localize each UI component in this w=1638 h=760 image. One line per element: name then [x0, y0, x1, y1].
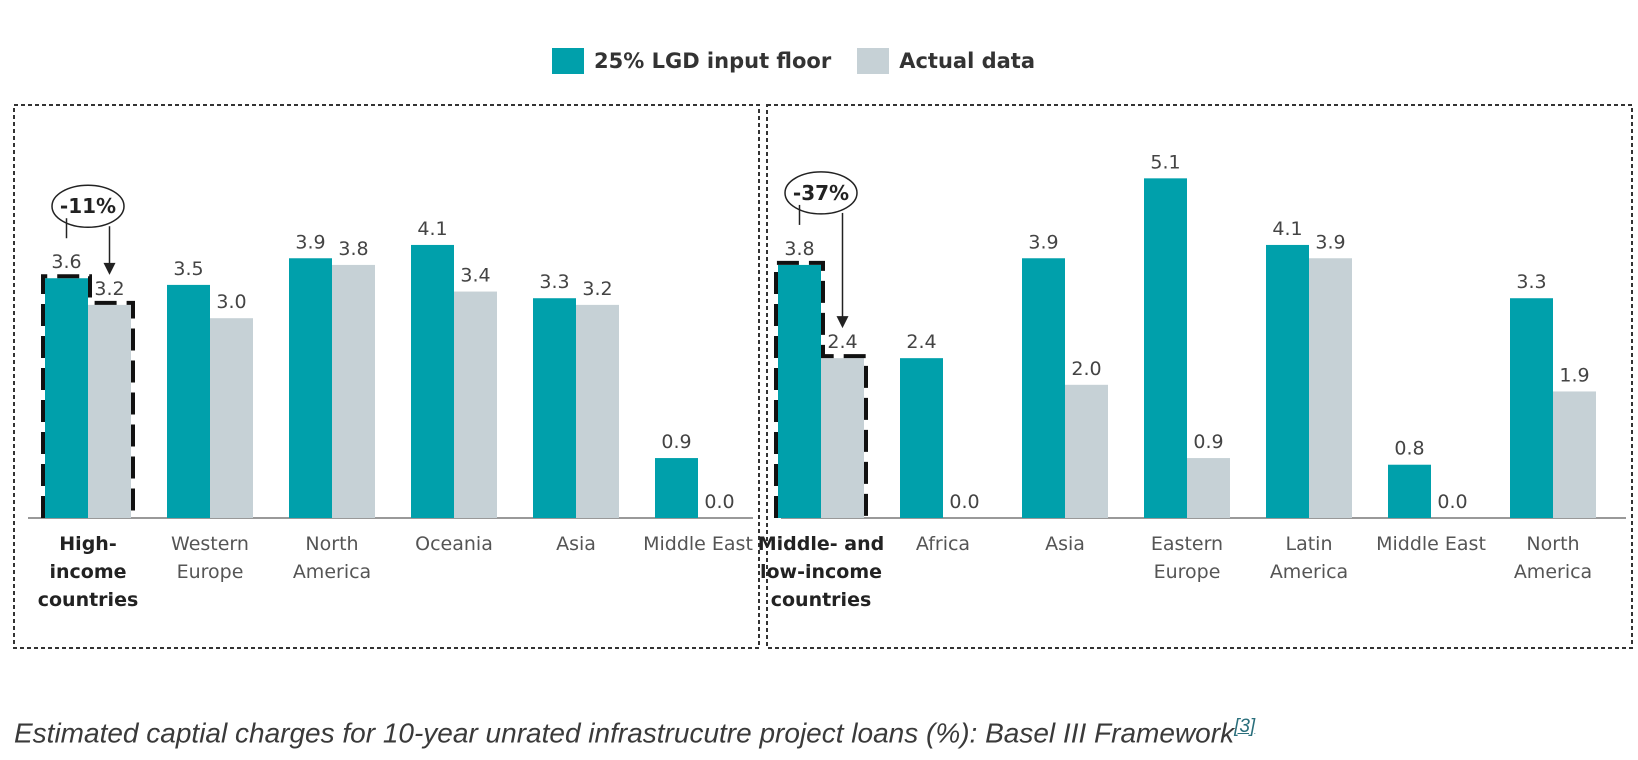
annotation-bubble-middle-low-income: [784, 171, 858, 215]
legend-swatch-actual: [857, 48, 890, 74]
category-label-high-income-5: Middle East: [643, 533, 753, 555]
bar-middle-low-income-3-floor: [1144, 178, 1187, 518]
category-label-high-income-1: Western Europe: [171, 533, 249, 583]
bar-high-income-0-floor: [45, 278, 88, 518]
data-label-middle-low-income-4-floor: 4.1: [1272, 218, 1302, 240]
data-label-middle-low-income-4-actual: 3.9: [1315, 231, 1345, 253]
bar-middle-low-income-0-actual: [821, 358, 864, 518]
bar-high-income-2-floor: [289, 258, 332, 518]
chart-canvas: 3.6 3.2 High-income countries 3.5 3.0 Western E…: [13, 104, 1633, 649]
panel-frame-middle-low-income: [766, 104, 1633, 649]
data-label-middle-low-income-2-actual: 2.0: [1071, 358, 1101, 380]
bar-middle-low-income-0-floor: [778, 264, 821, 518]
caption-reference-link[interactable]: [3]: [1234, 716, 1256, 737]
data-label-middle-low-income-6-floor: 3.3: [1516, 271, 1546, 293]
data-label-middle-low-income-2-floor: 3.9: [1028, 231, 1058, 253]
bar-high-income-3-floor: [411, 244, 454, 518]
data-label-high-income-1-actual: 3.0: [216, 291, 246, 313]
bar-middle-low-income-3-actual: [1187, 458, 1230, 518]
data-label-high-income-1-floor: 3.5: [173, 258, 203, 280]
category-label-high-income-2: North America: [293, 533, 371, 583]
data-label-middle-low-income-3-floor: 5.1: [1150, 151, 1180, 173]
category-label-middle-low-income-0: Middle- and low-income countries: [758, 533, 884, 611]
bar-middle-low-income-2-actual: [1065, 384, 1108, 518]
annotation-label-middle-low-income: -37%: [793, 181, 849, 205]
data-label-middle-low-income-3-actual: 0.9: [1193, 431, 1223, 453]
category-label-middle-low-income-1: Africa: [916, 533, 970, 555]
bar-high-income-4-floor: [533, 298, 576, 518]
annotation-label-high-income: -11%: [60, 194, 116, 218]
data-label-middle-low-income-1-floor: 2.4: [906, 331, 936, 353]
bar-middle-low-income-4-actual: [1309, 258, 1352, 518]
data-label-high-income-4-floor: 3.3: [539, 271, 569, 293]
bar-high-income-5-floor: [655, 458, 698, 518]
legend-item-actual: Actual data: [857, 48, 1035, 74]
data-label-middle-low-income-5-floor: 0.8: [1394, 438, 1424, 460]
data-label-high-income-3-actual: 3.4: [460, 265, 490, 287]
data-label-high-income-2-actual: 3.8: [338, 238, 368, 260]
bar-high-income-0-actual: [88, 304, 131, 518]
legend-label-floor: 25% LGD input floor: [594, 49, 832, 73]
category-label-high-income-3: Oceania: [415, 533, 493, 555]
legend-label-actual: Actual data: [899, 49, 1035, 73]
caption-text: Estimated captial charges for 10-year un…: [14, 717, 1235, 749]
data-label-high-income-0-actual: 3.2: [94, 278, 124, 300]
data-label-high-income-5-actual: 0.0: [704, 491, 734, 513]
annotation-bubble-high-income: [51, 184, 125, 228]
bar-high-income-4-actual: [576, 304, 619, 518]
highlight-box-middle-low-income: [774, 260, 868, 518]
data-label-middle-low-income-1-actual: 0.0: [949, 491, 979, 513]
bar-middle-low-income-6-floor: [1510, 298, 1553, 518]
bar-middle-low-income-1-floor: [900, 358, 943, 518]
figure-caption: Estimated captial charges for 10-year un…: [14, 716, 1255, 749]
annotation-arrow-head-high-income: [103, 262, 116, 275]
bar-high-income-1-floor: [167, 284, 210, 518]
category-label-middle-low-income-4: Latin America: [1270, 533, 1348, 583]
bar-middle-low-income-6-actual: [1553, 391, 1596, 518]
data-label-middle-low-income-0-actual: 2.4: [827, 331, 857, 353]
panel-frame-high-income: [13, 104, 760, 649]
data-label-high-income-0-floor: 3.6: [51, 251, 81, 273]
bar-middle-low-income-4-floor: [1266, 244, 1309, 518]
category-label-high-income-0: High-income countries: [38, 533, 139, 611]
legend-item-floor: 25% LGD input floor: [552, 48, 831, 74]
data-label-high-income-2-floor: 3.9: [295, 231, 325, 253]
bar-middle-low-income-5-floor: [1388, 464, 1431, 518]
bar-high-income-2-actual: [332, 264, 375, 518]
bar-high-income-3-actual: [454, 291, 497, 518]
bar-high-income-1-actual: [210, 318, 253, 518]
bar-middle-low-income-2-floor: [1022, 258, 1065, 518]
legend-swatch-floor: [552, 48, 584, 74]
category-label-middle-low-income-6: North America: [1514, 533, 1592, 583]
data-label-high-income-3-floor: 4.1: [417, 218, 447, 240]
data-label-high-income-4-actual: 3.2: [582, 278, 612, 300]
data-label-middle-low-income-0-floor: 3.8: [784, 238, 814, 260]
annotation-arrow-head-middle-low-income: [836, 316, 849, 329]
data-label-middle-low-income-6-actual: 1.9: [1559, 364, 1589, 386]
data-label-high-income-5-floor: 0.9: [661, 431, 691, 453]
legend: 25% LGD input floor Actual data: [552, 48, 1061, 74]
category-label-middle-low-income-5: Middle East: [1376, 533, 1486, 555]
category-label-middle-low-income-3: Eastern Europe: [1151, 533, 1223, 583]
data-label-middle-low-income-5-actual: 0.0: [1437, 491, 1467, 513]
category-label-middle-low-income-2: Asia: [1045, 533, 1085, 555]
highlight-box-high-income: [41, 274, 135, 518]
category-label-high-income-4: Asia: [556, 533, 596, 555]
